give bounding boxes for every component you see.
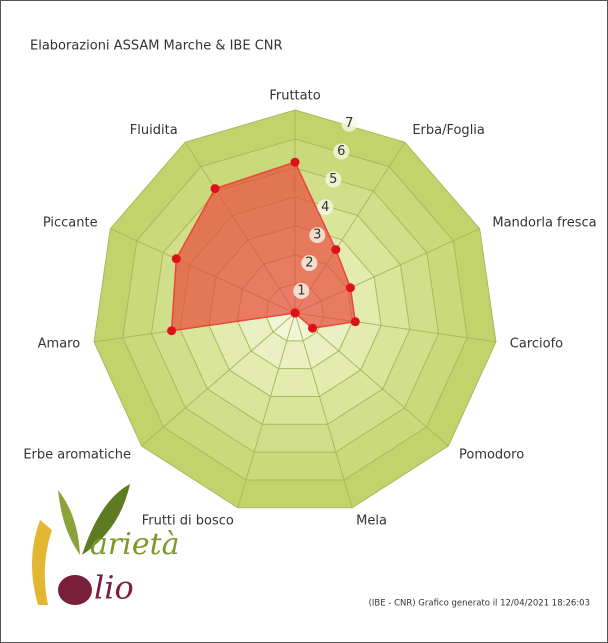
axis-spoke (294, 312, 449, 447)
data-point (290, 308, 300, 318)
logo-o (58, 575, 92, 605)
logo-leaf (82, 484, 130, 555)
tick-label-bg (333, 143, 350, 160)
axis-label: Carciofo (510, 336, 563, 351)
axis-label: Erba/Foglia (412, 123, 485, 138)
axis-label: Pomodoro (459, 448, 524, 463)
axis-label: Fruttato (269, 89, 320, 104)
tick-label-bg (301, 255, 318, 272)
logo: arietà lio (31, 484, 180, 607)
chart-title: Elaborazioni ASSAM Marche & IBE CNR (30, 39, 283, 54)
tick-label-bg (293, 282, 310, 299)
data-point (167, 326, 177, 336)
data-point (308, 323, 318, 333)
data-point (171, 254, 181, 264)
r-tick-label: 4 (321, 200, 329, 215)
r-tick-label: 2 (305, 256, 313, 271)
axis-label: Erbe aromatiche (23, 448, 131, 463)
axis-spoke (141, 312, 296, 447)
axis-label: Amaro (38, 336, 81, 351)
r-tick-label: 3 (313, 228, 321, 243)
tick-label-bg (325, 171, 342, 188)
axis-spoke (237, 312, 296, 508)
data-point (345, 283, 355, 293)
tick-label-bg (341, 115, 358, 132)
axis-label: Mandorla fresca (492, 215, 596, 230)
logo-leaf (58, 490, 80, 555)
data-point (350, 317, 360, 327)
r-tick-label: 7 (345, 116, 353, 131)
logo-one (31, 520, 52, 605)
series-area (170, 161, 357, 332)
logo-text: lio (94, 569, 134, 607)
tick-label-bg (317, 199, 334, 216)
data-point (331, 245, 341, 255)
axis-label: Frutti di bosco (142, 514, 234, 529)
data-point (290, 157, 300, 167)
r-tick-label: 6 (337, 144, 345, 159)
axis-label: Mela (356, 514, 387, 529)
r-tick-label: 1 (297, 283, 305, 298)
axis-label: Piccante (43, 215, 98, 230)
footnote: (IBE - CNR) Grafico generato il 12/04/20… (369, 599, 590, 609)
axis-label: Fluidita (130, 123, 178, 138)
tick-label-bg (309, 227, 326, 244)
r-tick-label: 5 (329, 172, 337, 187)
axis-spoke (294, 312, 353, 508)
data-point (210, 184, 220, 194)
logo-text: arietà (90, 527, 180, 562)
